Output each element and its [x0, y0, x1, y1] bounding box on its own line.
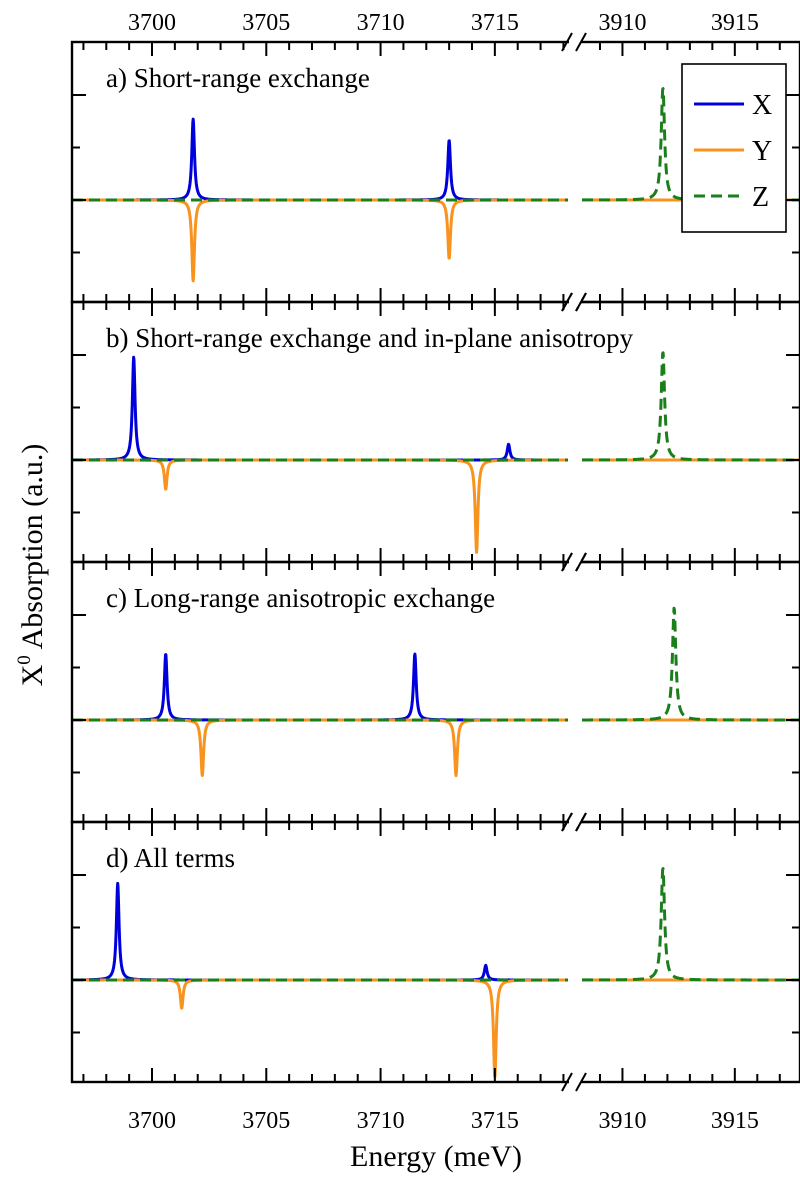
axis-break-gap [569, 1077, 581, 1087]
axis-break-mark [575, 552, 587, 572]
series-y-line-panel-3 [70, 718, 570, 778]
legend-box [681, 63, 787, 233]
legend-label-x: X [752, 90, 772, 121]
axis-break-mark [561, 32, 573, 52]
axis-break-mark [575, 812, 587, 832]
series-x-line-panel-3 [70, 652, 570, 722]
series-y-line-panel-4 [70, 978, 570, 1079]
x-tick-label-top: 3910 [598, 10, 646, 36]
x-tick-label-top: 3700 [128, 10, 176, 36]
panel-2-title: b) Short-range exchange and in-plane ani… [106, 323, 634, 353]
series-z-line-panel-3 [580, 606, 800, 722]
panel-3-title: c) Long-range anisotropic exchange [106, 583, 495, 613]
panel-4-frame [70, 820, 800, 1084]
axis-break-mark [561, 292, 573, 312]
axis-break-mark [561, 812, 573, 832]
legend-label-y: Y [752, 136, 772, 167]
y-axis-title-main: X [16, 664, 49, 686]
y-axis-title-rest: Absorption (a.u.) [16, 444, 49, 656]
series-x-line-panel-1 [70, 117, 570, 202]
axis-break-mark [561, 552, 573, 572]
axis-break-gap [569, 557, 581, 567]
axis-break-mark [561, 1072, 573, 1092]
x-tick-label-top: 3715 [471, 10, 519, 36]
axis-break-mark [575, 32, 587, 52]
x-tick-label-bottom: 3705 [242, 1108, 290, 1134]
y-axis-title-superscript: 0 [14, 655, 35, 665]
series-y-line-panel-2 [70, 458, 570, 554]
series-z-line-panel-4 [580, 867, 800, 982]
x-tick-label-top: 3705 [242, 10, 290, 36]
x-tick-label-top: 3710 [357, 10, 405, 36]
series-y-line-panel-1 [70, 198, 570, 283]
panel-1-title: a) Short-range exchange [106, 63, 370, 93]
x-tick-label-top: 3915 [711, 10, 759, 36]
axis-break-mark [575, 292, 587, 312]
series-z-line-panel-2 [580, 351, 800, 462]
panel-4-title: d) All terms [106, 843, 235, 873]
axis-break-gap [569, 297, 581, 307]
x-tick-label-bottom: 3915 [711, 1108, 759, 1134]
x-tick-label-bottom: 3700 [128, 1108, 176, 1134]
series-x-line-panel-2 [70, 355, 570, 462]
axis-break-gap [569, 817, 581, 827]
x-tick-label-bottom: 3710 [357, 1108, 405, 1134]
axis-break-gap [569, 37, 581, 47]
x-axis-title: Energy (meV) [350, 1140, 522, 1173]
series-x-line-panel-4 [70, 881, 570, 982]
axis-break-mark [575, 1072, 587, 1092]
legend-label-z: Z [752, 182, 769, 213]
x-tick-label-bottom: 3715 [471, 1108, 519, 1134]
x-tick-label-bottom: 3910 [598, 1108, 646, 1134]
y-axis-title: X0 Absorption (a.u.) [14, 444, 49, 687]
